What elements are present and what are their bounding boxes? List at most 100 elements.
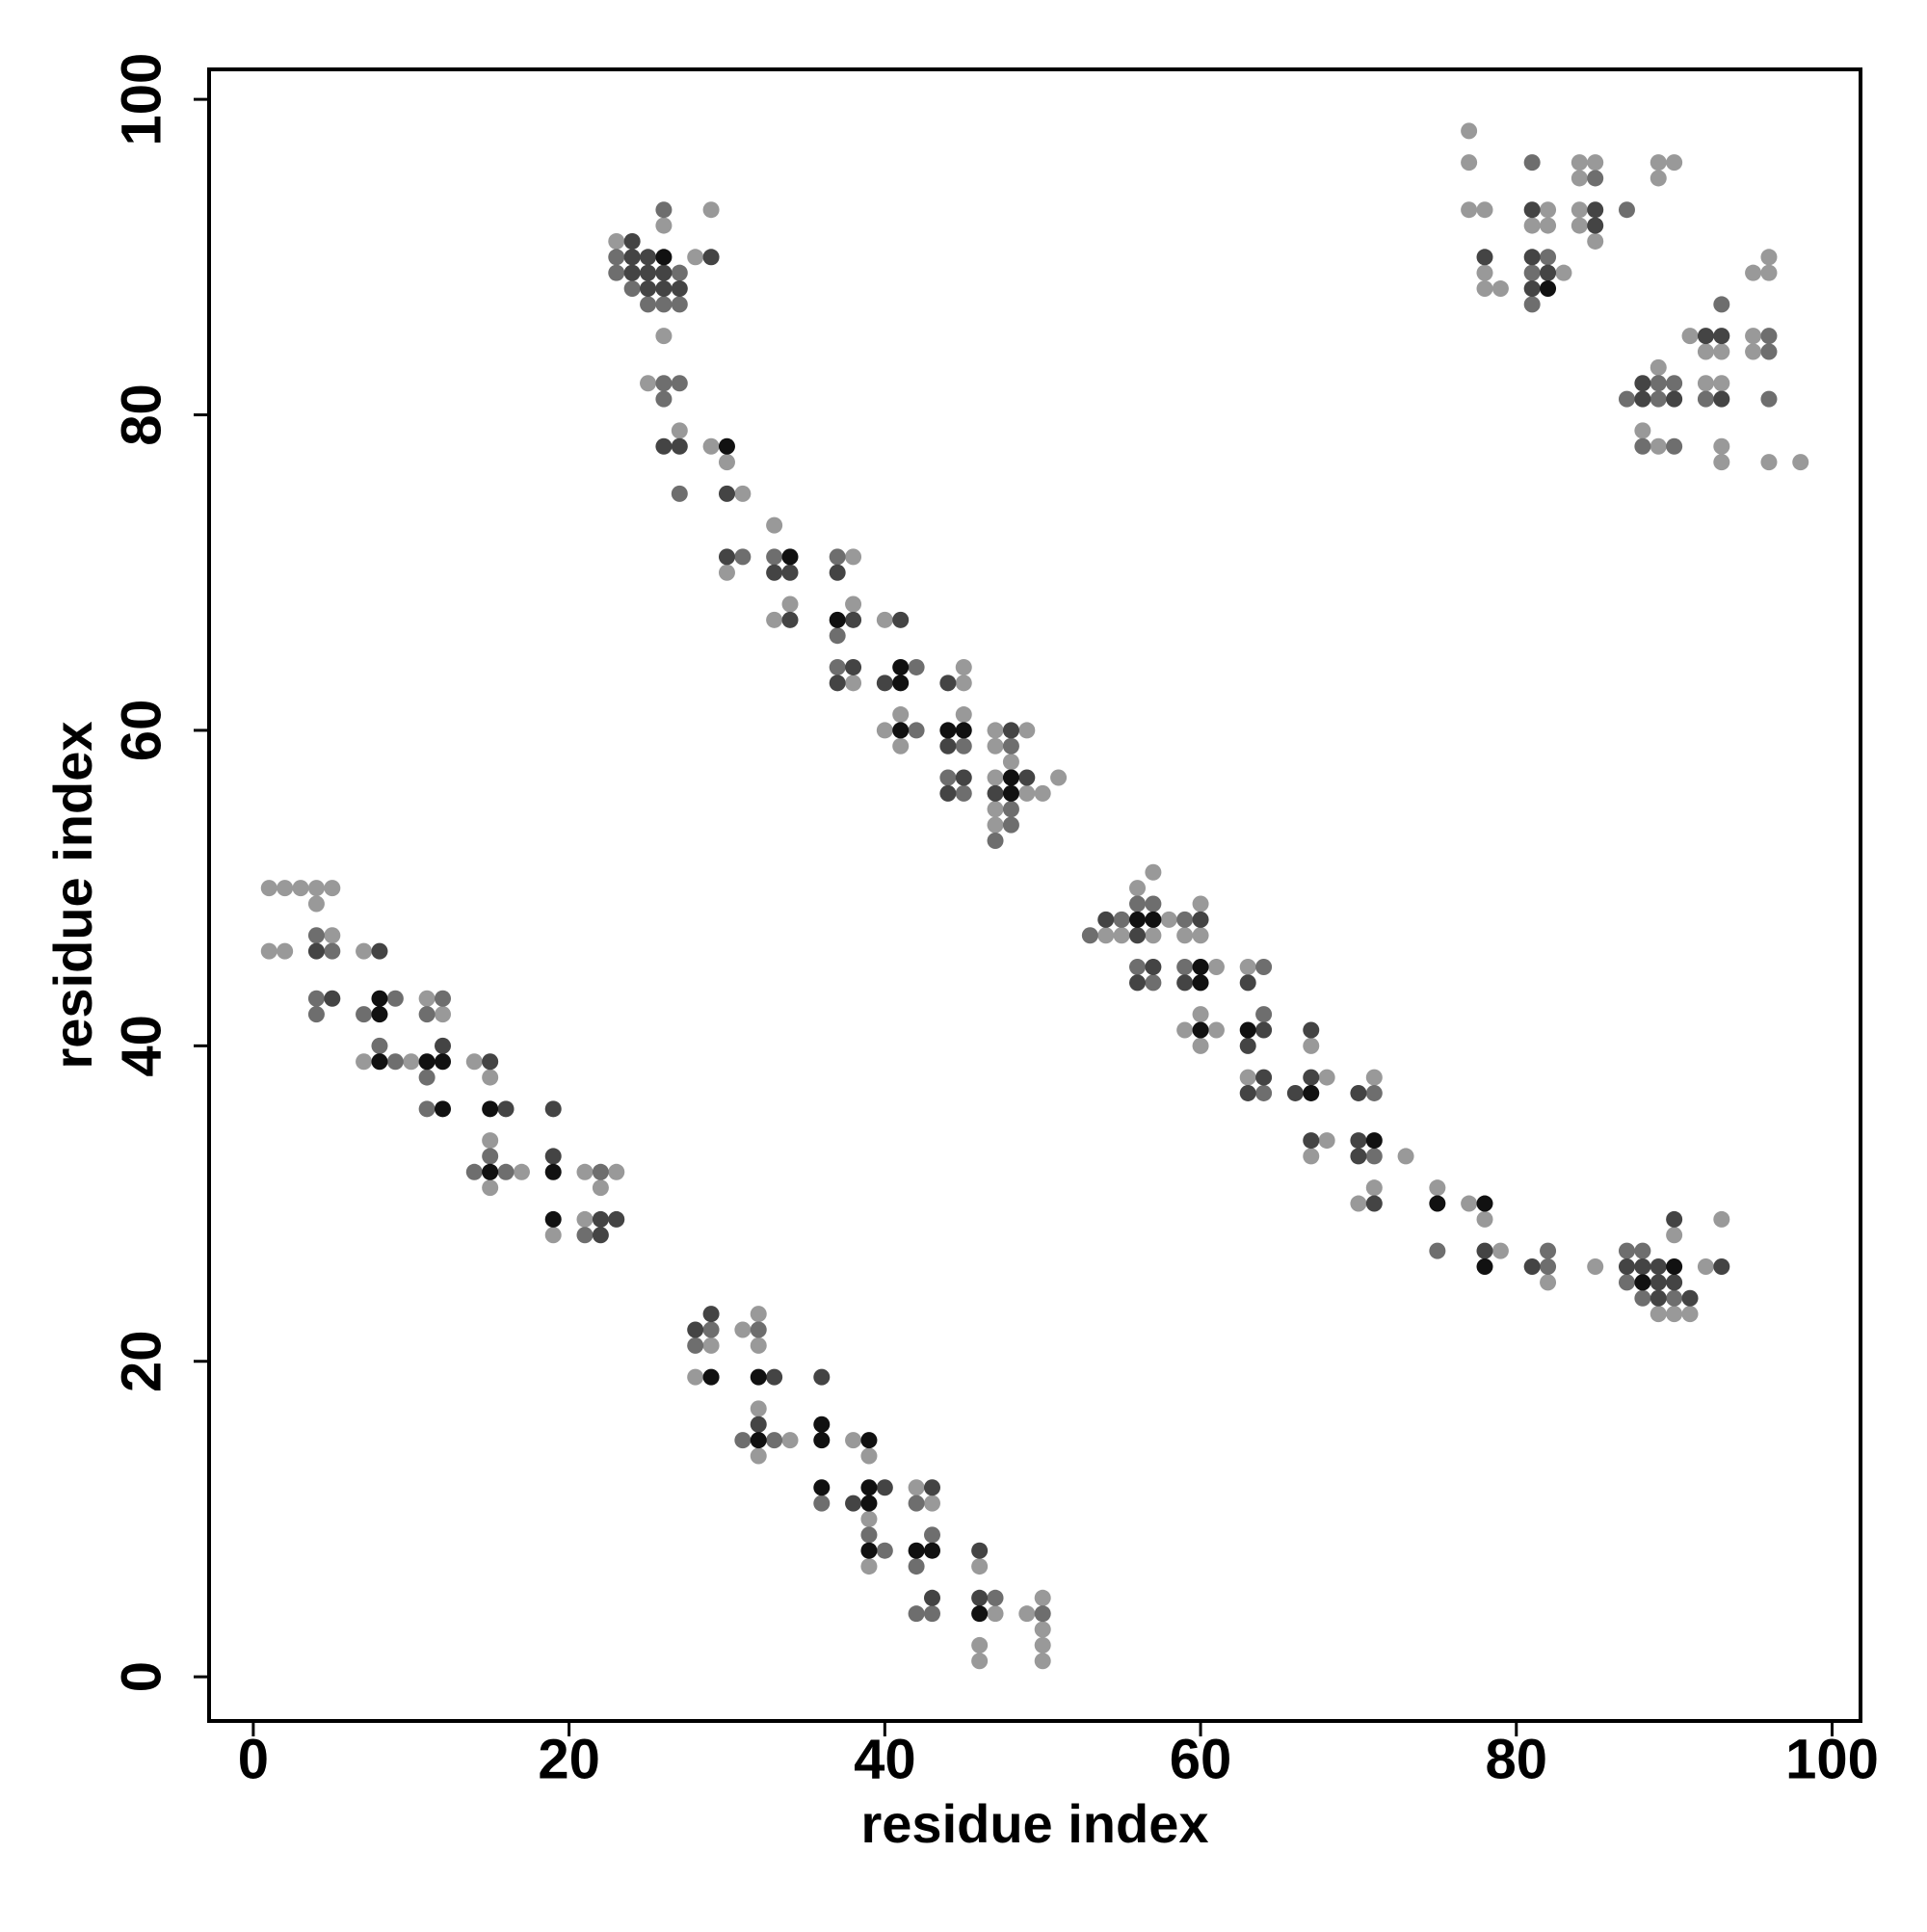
point (702, 249, 720, 266)
point (371, 990, 388, 1007)
y-tick-label: 0 (110, 1661, 172, 1692)
y-tick-label: 60 (110, 700, 172, 762)
point (1571, 154, 1588, 172)
point (1350, 1148, 1367, 1165)
point (671, 264, 688, 281)
point (1792, 454, 1809, 471)
point (1145, 958, 1162, 975)
point (1540, 1274, 1557, 1291)
point (608, 232, 625, 250)
point (1461, 1195, 1478, 1212)
point (860, 1558, 878, 1575)
point (1192, 895, 1209, 913)
point (277, 880, 294, 897)
point (702, 437, 720, 455)
point (892, 658, 910, 675)
point (1050, 769, 1068, 786)
point (1002, 784, 1019, 802)
point (987, 784, 1004, 802)
point (1745, 264, 1762, 281)
point (1129, 911, 1147, 928)
point (1429, 1242, 1446, 1259)
point (702, 201, 720, 219)
point (1697, 390, 1714, 408)
point (845, 548, 862, 566)
point (687, 1321, 704, 1338)
point (1192, 1006, 1209, 1023)
point (781, 564, 799, 581)
point (1303, 1037, 1320, 1054)
point (1634, 390, 1651, 408)
point (1476, 1258, 1493, 1276)
point (655, 390, 673, 408)
point (608, 1163, 625, 1180)
point (1129, 927, 1147, 944)
point (718, 454, 735, 471)
point (1239, 958, 1256, 975)
point (1523, 154, 1541, 172)
point (1476, 1210, 1493, 1228)
point (623, 264, 641, 281)
point (1192, 927, 1209, 944)
point (750, 1306, 767, 1323)
point (1002, 737, 1019, 754)
point (608, 264, 625, 281)
point (860, 1526, 878, 1544)
point (418, 990, 436, 1007)
point (576, 1227, 594, 1244)
point (482, 1053, 499, 1071)
point (687, 1337, 704, 1354)
point (1192, 1037, 1209, 1054)
point (1207, 1021, 1225, 1039)
point (576, 1210, 594, 1228)
point (1034, 1589, 1051, 1606)
point (307, 880, 325, 897)
point (403, 1053, 420, 1071)
point (1713, 343, 1730, 360)
point (1697, 343, 1714, 360)
point (939, 784, 957, 802)
point (813, 1479, 831, 1496)
point (655, 437, 673, 455)
point (1491, 280, 1509, 298)
point (1713, 328, 1730, 345)
point (655, 217, 673, 234)
point (655, 264, 673, 281)
point (1540, 1242, 1557, 1259)
point (1476, 249, 1493, 266)
point (971, 1558, 989, 1575)
point (1618, 1274, 1635, 1291)
point (829, 627, 846, 645)
point (829, 611, 846, 628)
point (845, 1432, 862, 1449)
point (1476, 264, 1493, 281)
point (655, 375, 673, 392)
point (702, 1321, 720, 1338)
point (1555, 264, 1572, 281)
point (1303, 1021, 1320, 1039)
point (1760, 264, 1778, 281)
point (1666, 390, 1683, 408)
point (1650, 437, 1667, 455)
point (671, 437, 688, 455)
point (371, 1053, 388, 1071)
point (1713, 375, 1730, 392)
point (1618, 390, 1635, 408)
x-tick-label: 80 (1486, 1728, 1548, 1790)
point (1523, 249, 1541, 266)
point (813, 1416, 831, 1433)
point (655, 328, 673, 345)
point (1666, 1306, 1683, 1323)
point (1207, 958, 1225, 975)
point (1239, 1069, 1256, 1086)
point (750, 1416, 767, 1433)
point (829, 548, 846, 566)
point (1239, 1084, 1256, 1101)
point (1034, 1653, 1051, 1670)
point (1192, 1021, 1209, 1039)
point (1745, 343, 1762, 360)
point (860, 1479, 878, 1496)
point (876, 722, 893, 739)
point (655, 249, 673, 266)
point (766, 516, 783, 534)
